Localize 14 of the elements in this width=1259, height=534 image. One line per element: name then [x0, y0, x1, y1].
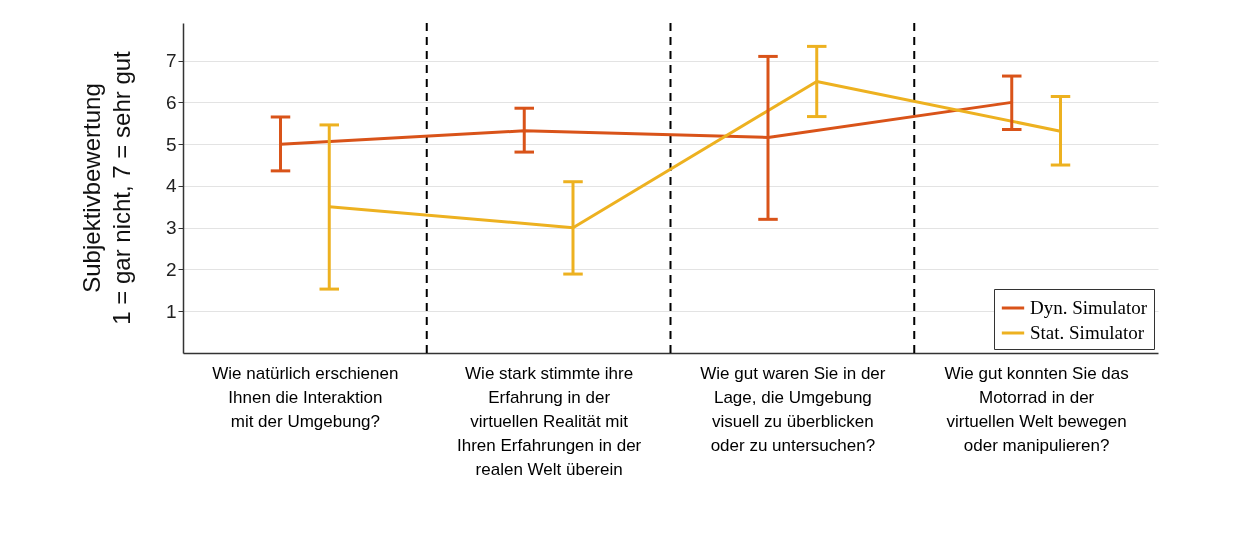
y-axis-title: Subjektivbewertung 1 = gar nicht, 7 = sehr gut: [78, 50, 135, 325]
y-tick-label: 5: [165, 133, 177, 155]
legend-label: Stat. Simulator: [1030, 322, 1145, 343]
y-tick-label: 7: [165, 50, 177, 72]
x-tick-label: Wie gut konnten Sie das Motorrad in der virtuellen Welt bewegen oder manipulieren?: [944, 363, 1129, 455]
y-tick-label: 2: [165, 258, 177, 280]
y-tick-label: 3: [165, 217, 177, 239]
x-tick-label: Wie natürlich erschienen Ihnen die Interaktion mit der Umgebung?: [212, 363, 399, 431]
y-tick-label: 4: [165, 175, 177, 197]
y-tick-label: 6: [165, 91, 177, 113]
y-tick-label: 1: [165, 300, 177, 322]
x-tick-label: Wie gut waren Sie in der Lage, die Umgebung visuell zu überblicken oder zu untersuchen?: [700, 363, 886, 455]
legend-label: Dyn. Simulator: [1030, 297, 1148, 318]
x-tick-label: Wie stark stimmte ihre Erfahrung in der virtuellen Realität mit Ihren Erfahrungen in der realen Welt überein: [456, 363, 642, 479]
